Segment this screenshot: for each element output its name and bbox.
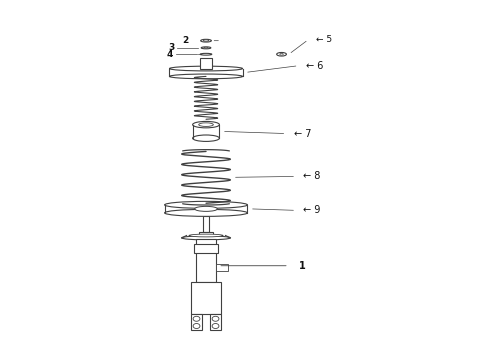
Text: ← 8: ← 8 bbox=[303, 171, 321, 181]
Ellipse shape bbox=[165, 210, 247, 216]
Ellipse shape bbox=[201, 47, 211, 49]
Polygon shape bbox=[199, 232, 213, 236]
Polygon shape bbox=[200, 58, 212, 68]
Polygon shape bbox=[203, 216, 209, 232]
Polygon shape bbox=[192, 282, 220, 314]
Ellipse shape bbox=[280, 53, 283, 55]
Text: ← 6: ← 6 bbox=[306, 61, 323, 71]
Circle shape bbox=[193, 316, 200, 321]
Ellipse shape bbox=[165, 201, 247, 208]
Circle shape bbox=[212, 316, 219, 321]
Polygon shape bbox=[195, 244, 218, 253]
Ellipse shape bbox=[201, 39, 211, 42]
Circle shape bbox=[212, 324, 219, 329]
Text: 1: 1 bbox=[298, 261, 305, 271]
Ellipse shape bbox=[193, 121, 220, 128]
Text: 2: 2 bbox=[182, 36, 189, 45]
Text: 4: 4 bbox=[167, 50, 173, 59]
Polygon shape bbox=[196, 239, 216, 282]
Circle shape bbox=[193, 324, 200, 329]
Polygon shape bbox=[210, 314, 221, 330]
Text: 3: 3 bbox=[168, 43, 174, 52]
Ellipse shape bbox=[203, 40, 209, 41]
Polygon shape bbox=[216, 264, 228, 271]
Text: ← 5: ← 5 bbox=[316, 35, 332, 44]
Polygon shape bbox=[192, 314, 202, 330]
Ellipse shape bbox=[277, 53, 287, 56]
Ellipse shape bbox=[200, 53, 212, 55]
Ellipse shape bbox=[170, 74, 243, 79]
Ellipse shape bbox=[204, 47, 208, 48]
Ellipse shape bbox=[199, 123, 213, 126]
Ellipse shape bbox=[193, 135, 220, 141]
Ellipse shape bbox=[195, 206, 218, 211]
Text: ← 9: ← 9 bbox=[303, 205, 321, 215]
Text: ← 7: ← 7 bbox=[294, 129, 311, 139]
Ellipse shape bbox=[189, 234, 223, 237]
Ellipse shape bbox=[182, 236, 230, 240]
Ellipse shape bbox=[170, 66, 243, 71]
